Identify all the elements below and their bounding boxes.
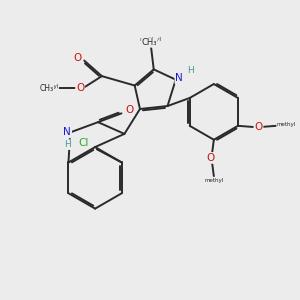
- Text: H: H: [188, 66, 194, 75]
- Text: O: O: [254, 122, 262, 132]
- Text: methyl: methyl: [204, 178, 224, 183]
- Text: methyl: methyl: [140, 37, 162, 42]
- Text: N: N: [176, 73, 183, 83]
- Text: CH₃: CH₃: [142, 38, 157, 47]
- Text: CH₃: CH₃: [39, 84, 53, 93]
- Text: Cl: Cl: [79, 137, 89, 148]
- Text: O: O: [206, 153, 214, 163]
- Text: O: O: [126, 105, 134, 116]
- Text: N: N: [63, 128, 71, 137]
- Text: methyl: methyl: [40, 84, 59, 88]
- Text: methyl: methyl: [277, 122, 296, 127]
- Text: H: H: [64, 140, 70, 149]
- Text: O: O: [76, 83, 84, 93]
- Text: O: O: [74, 53, 82, 63]
